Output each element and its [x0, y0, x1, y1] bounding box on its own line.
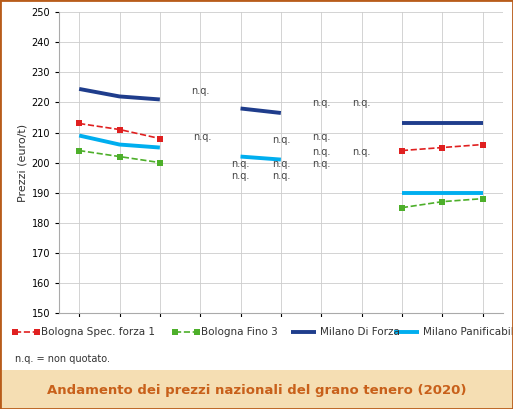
- Text: n.q.: n.q.: [352, 99, 371, 108]
- Text: n.q.: n.q.: [231, 171, 250, 181]
- Text: Milano Di Forza: Milano Di Forza: [320, 327, 400, 337]
- Text: n.q.: n.q.: [312, 159, 330, 169]
- Text: n.q.: n.q.: [231, 159, 250, 169]
- Text: n.q.: n.q.: [272, 135, 290, 144]
- Text: Milano Panificabile: Milano Panificabile: [423, 327, 513, 337]
- Text: n.q.: n.q.: [312, 146, 330, 157]
- Text: n.q.: n.q.: [312, 132, 330, 142]
- Text: n.q.: n.q.: [272, 171, 290, 181]
- Text: Bologna Spec. forza 1: Bologna Spec. forza 1: [41, 327, 155, 337]
- Text: n.q.: n.q.: [272, 159, 290, 169]
- Text: n.q.: n.q.: [352, 146, 371, 157]
- Text: n.q. = non quotato.: n.q. = non quotato.: [15, 354, 110, 364]
- Text: n.q.: n.q.: [312, 99, 330, 108]
- Y-axis label: Prezzi (euro/t): Prezzi (euro/t): [17, 124, 27, 202]
- Text: n.q.: n.q.: [191, 86, 209, 97]
- Text: n.q.: n.q.: [193, 132, 211, 142]
- Text: Andamento dei prezzi nazionali del grano tenero (2020): Andamento dei prezzi nazionali del grano…: [47, 384, 466, 397]
- Text: Bologna Fino 3: Bologna Fino 3: [201, 327, 278, 337]
